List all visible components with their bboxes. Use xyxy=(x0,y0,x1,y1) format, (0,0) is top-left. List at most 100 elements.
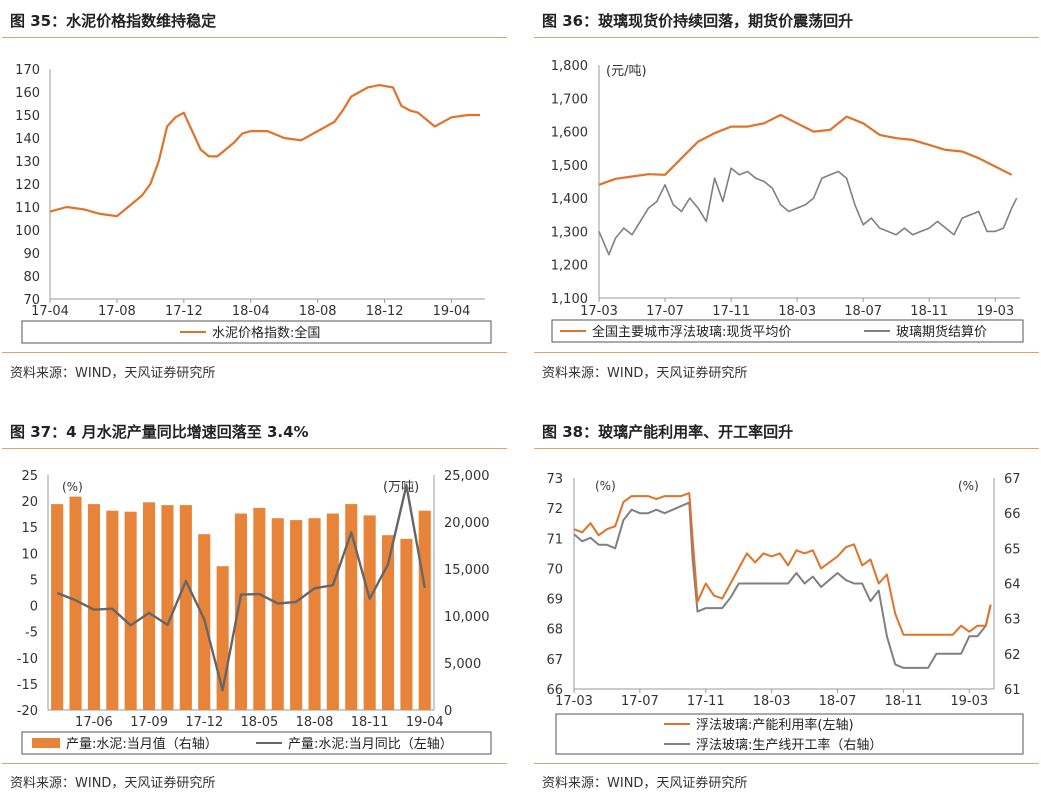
bar-cement-output xyxy=(382,535,395,710)
x-tick-label: 18-03 xyxy=(753,694,791,709)
bar-cement-output xyxy=(234,513,247,710)
x-tick-label: 19-04 xyxy=(433,304,471,319)
y-tick-label: 1,200 xyxy=(551,259,588,274)
source-rule-4 xyxy=(534,763,1039,764)
series-line-glass-futures xyxy=(598,167,1018,256)
source-note-1: 资料来源：WIND，天风证券研究所 xyxy=(10,366,216,381)
x-tick-label: 17-07 xyxy=(621,694,659,709)
legend-cement-yoy-label: 产量:水泥:当月同比（左轴） xyxy=(288,737,453,752)
y-tick-label: 130 xyxy=(15,155,40,170)
y-tick-label: 1,700 xyxy=(551,92,588,107)
y-left-tick-label: 25 xyxy=(21,469,38,484)
y-tick-label: 120 xyxy=(15,178,40,193)
x-tick-label: 18-08 xyxy=(296,715,334,730)
x-tick-label: 17-12 xyxy=(165,304,203,319)
y-left-tick-label: 0 xyxy=(30,600,38,615)
y-left-tick-label: -10 xyxy=(17,652,38,667)
x-tick-label: 18-07 xyxy=(844,304,882,319)
y-right-unit: (万吨) xyxy=(383,480,419,495)
x-tick-label: 18-07 xyxy=(819,694,857,709)
bar-cement-output xyxy=(51,504,64,710)
legend-box xyxy=(551,319,1024,343)
bar-cement-output xyxy=(161,505,174,710)
source-rule-1 xyxy=(2,352,507,353)
y-left-tick-label: 70 xyxy=(546,562,563,577)
y-tick-label: 1,800 xyxy=(551,59,588,74)
y-right-tick-label: 64 xyxy=(1004,578,1021,593)
x-tick-label: 19-03 xyxy=(950,694,988,709)
title-rule-3 xyxy=(2,448,507,449)
title-rule-1 xyxy=(2,37,507,38)
title-rule-2 xyxy=(534,37,1039,38)
y-tick-label: 90 xyxy=(23,247,40,262)
y-tick-label: 1,600 xyxy=(551,126,588,141)
x-tick-label: 17-07 xyxy=(646,304,684,319)
y-left-tick-label: 67 xyxy=(546,653,563,668)
x-tick-label: 19-04 xyxy=(406,715,444,730)
bar-cement-output xyxy=(271,518,284,710)
legend-operating-rate-label: 浮法玻璃:生产线开工率（右轴） xyxy=(696,737,882,753)
y-right-tick-label: 10,000 xyxy=(444,610,490,625)
y-left-tick-label: 68 xyxy=(546,623,563,638)
y-left-tick-label: 10 xyxy=(21,547,38,562)
title-rule-4 xyxy=(534,448,1039,449)
series-line-cement-yoy xyxy=(56,484,426,692)
series-line-operating-rate xyxy=(573,501,992,669)
x-tick-label: 19-03 xyxy=(976,304,1014,319)
x-tick-label: 17-06 xyxy=(75,715,113,730)
y-right-tick-label: 61 xyxy=(1004,683,1021,698)
source-rule-2 xyxy=(534,352,1039,353)
y-tick-label: 170 xyxy=(15,63,40,78)
bar-cement-output xyxy=(69,496,82,710)
legend-cement-index-label: 水泥价格指数:全国 xyxy=(212,325,320,341)
legend-glass-futures-label: 玻璃期货结算价 xyxy=(896,324,987,340)
x-tick-label: 17-09 xyxy=(130,715,168,730)
y-left-tick-label: 71 xyxy=(546,532,563,547)
y-left-tick-label: -15 xyxy=(17,678,38,693)
y-right-tick-label: 66 xyxy=(1004,507,1021,522)
series-line-cement-index xyxy=(49,83,480,218)
x-tick-label: 17-03 xyxy=(555,694,593,709)
y-left-tick-label: 20 xyxy=(21,495,38,510)
legend-glass-spot-label: 全国主要城市浮法玻璃:现货平均价 xyxy=(592,324,791,340)
bar-cement-output xyxy=(87,504,100,710)
source-note-2: 资料来源：WIND，天风证券研究所 xyxy=(542,366,748,381)
y-left-unit: (%) xyxy=(62,480,83,494)
legend-box xyxy=(21,320,492,344)
y-right-tick-label: 5,000 xyxy=(444,657,481,672)
y-tick-label: 160 xyxy=(15,86,40,101)
x-tick-label: 18-12 xyxy=(366,304,404,319)
y-tick-label: 1,400 xyxy=(551,192,588,207)
y-tick-label: 140 xyxy=(15,132,40,147)
bar-cement-output xyxy=(345,504,358,710)
x-tick-label: 17-03 xyxy=(580,304,618,319)
y-tick-label: 80 xyxy=(23,270,40,285)
y-tick-label: 70 xyxy=(23,293,40,308)
x-tick-label: 18-08 xyxy=(299,304,337,319)
chart-title-1: 图 35：水泥价格指数维持稳定 xyxy=(10,12,217,30)
bar-cement-output xyxy=(308,518,321,710)
x-tick-label: 17-11 xyxy=(687,694,725,709)
bar-cement-output xyxy=(179,505,192,710)
y-right-unit: (%) xyxy=(958,479,979,493)
x-tick-label: 18-11 xyxy=(885,694,923,709)
y-left-tick-label: 66 xyxy=(546,683,563,698)
x-tick-label: 17-12 xyxy=(185,715,223,730)
x-tick-label: 17-11 xyxy=(712,304,750,319)
y-right-tick-label: 15,000 xyxy=(444,563,490,578)
y-tick-label: 110 xyxy=(15,201,40,216)
y-right-tick-label: 62 xyxy=(1004,648,1021,663)
y-left-tick-label: -5 xyxy=(25,626,38,641)
x-tick-label: 17-04 xyxy=(31,304,69,319)
bar-cement-output xyxy=(326,513,339,710)
y-right-tick-label: 63 xyxy=(1004,613,1021,628)
y-left-tick-label: 5 xyxy=(30,573,38,588)
x-tick-label: 18-05 xyxy=(240,715,278,730)
bar-cement-output xyxy=(124,511,137,710)
bar-cement-output xyxy=(143,502,156,710)
x-tick-label: 18-11 xyxy=(910,304,948,319)
y-right-tick-label: 0 xyxy=(444,704,452,719)
series-line-glass-spot xyxy=(598,113,1013,186)
y-left-tick-label: 73 xyxy=(546,472,563,487)
